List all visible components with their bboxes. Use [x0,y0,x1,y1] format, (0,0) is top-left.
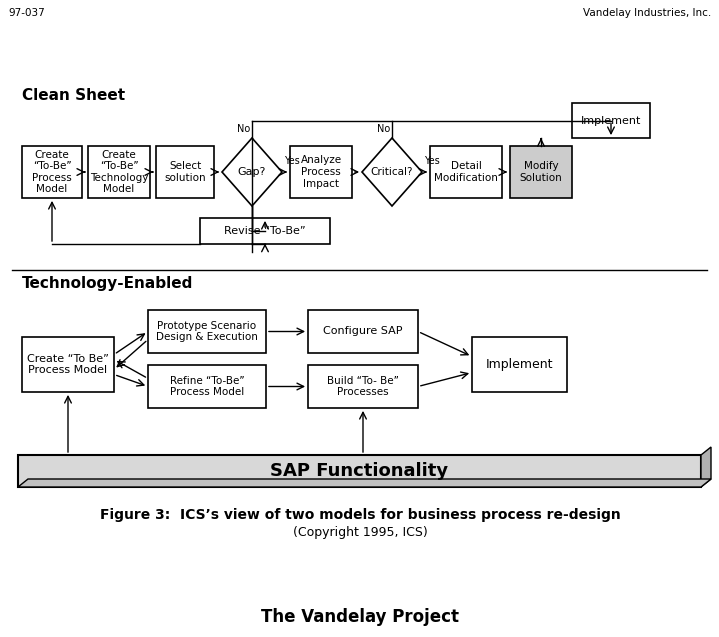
Text: The Vandelay Project: The Vandelay Project [261,608,459,626]
Bar [308,365,418,408]
Bar [22,337,114,392]
Bar [290,146,352,198]
Bar [22,146,82,198]
Text: 97-037: 97-037 [8,8,45,18]
Polygon shape [18,479,711,487]
Bar [88,146,150,198]
Polygon shape [701,447,711,487]
Bar [510,146,572,198]
Bar [572,103,650,138]
Text: Yes: Yes [424,156,440,166]
Text: Build “To- Be”
Processes: Build “To- Be” Processes [327,376,399,397]
Text: Implement: Implement [486,358,553,371]
Text: Yes: Yes [284,156,300,166]
Text: (Copyright 1995, ICS): (Copyright 1995, ICS) [293,526,427,539]
Text: Analyze
Process
Impact: Analyze Process Impact [301,155,342,189]
Text: Critical?: Critical? [371,167,413,177]
Text: No: No [377,124,390,134]
Text: Detail
Modification: Detail Modification [434,161,498,183]
Text: SAP Functionality: SAP Functionality [270,462,449,480]
Text: Select
solution: Select solution [164,161,206,183]
Bar [148,310,266,353]
Text: Vandelay Industries, Inc.: Vandelay Industries, Inc. [583,8,711,18]
Polygon shape [222,138,282,206]
Text: Clean Sheet: Clean Sheet [22,88,125,103]
Text: Prototype Scenario
Design & Execution: Prototype Scenario Design & Execution [156,320,258,342]
Polygon shape [362,138,422,206]
Bar [156,146,214,198]
Bar [148,365,266,408]
Text: Configure SAP: Configure SAP [324,327,403,336]
Text: Implement: Implement [581,115,641,125]
Text: Technology-Enabled: Technology-Enabled [22,276,193,291]
Text: Revise “To-Be”: Revise “To-Be” [224,226,306,236]
Bar [18,455,701,487]
Bar [200,218,330,244]
Bar [308,310,418,353]
Text: Create “To Be”
Process Model: Create “To Be” Process Model [27,354,109,375]
Bar [472,337,567,392]
Text: Figure 3:  ICS’s view of two models for business process re-design: Figure 3: ICS’s view of two models for b… [100,508,620,522]
Text: Modify
Solution: Modify Solution [520,161,562,183]
Bar [430,146,502,198]
Text: Create
“To-Be”
Process
Model: Create “To-Be” Process Model [32,150,72,194]
Text: No: No [237,124,250,134]
Text: Create
“To-Be”
Technology
Model: Create “To-Be” Technology Model [90,150,148,194]
Text: Gap?: Gap? [238,167,266,177]
Text: Refine “To-Be”
Process Model: Refine “To-Be” Process Model [170,376,244,397]
